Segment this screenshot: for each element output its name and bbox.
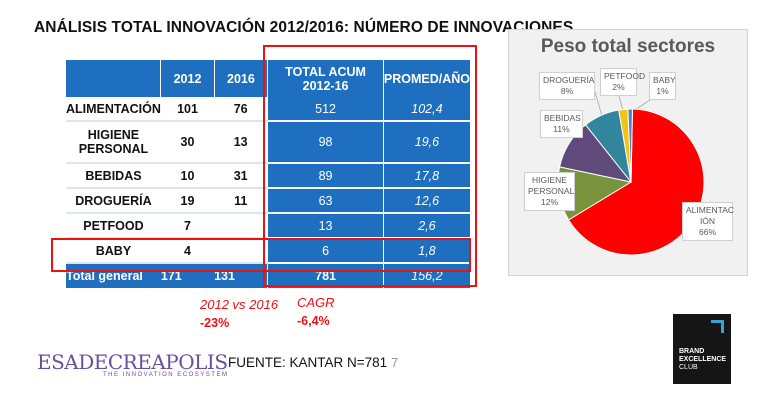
table-row: HIGIENE PERSONAL 30 13 98 19,6 bbox=[66, 121, 470, 164]
brand-line-1: BRAND bbox=[679, 348, 705, 355]
innovation-table: 2012 2016 TOTAL ACUM 2012-16 PROMED/AÑO … bbox=[66, 60, 470, 288]
pie-label-pct: 8% bbox=[560, 86, 574, 96]
total-2012: 171 bbox=[160, 263, 215, 288]
pie-label-pct: 1% bbox=[656, 86, 669, 96]
cell-total: 512 bbox=[267, 97, 384, 122]
header-promed: PROMED/AÑO bbox=[382, 60, 470, 97]
row-label: DROGUERÍA bbox=[66, 188, 161, 214]
cell-2012: 19 bbox=[160, 188, 215, 214]
pie-title: Peso total sectores bbox=[540, 36, 716, 57]
cell-total: 89 bbox=[267, 163, 384, 189]
pie-label-name: BEBIDAS bbox=[544, 113, 581, 123]
brand-line-2: EXCELLENCE bbox=[679, 356, 727, 363]
pie-label-pct: 11% bbox=[553, 124, 570, 134]
comparison-value: -23% bbox=[200, 316, 230, 330]
cell-2016: 11 bbox=[214, 188, 268, 214]
cell-total: 6 bbox=[267, 238, 384, 264]
cell-2016 bbox=[214, 238, 268, 264]
cell-total: 98 bbox=[267, 121, 384, 164]
cell-avg: 19,6 bbox=[382, 121, 470, 164]
comparison-label: 2012 vs 2016 bbox=[200, 297, 279, 312]
pie-slice-baby bbox=[627, 108, 633, 183]
corner-bracket-icon bbox=[711, 320, 724, 333]
pie-label-name: PETFOOD bbox=[604, 71, 646, 81]
table-row: DROGUERÍA 19 11 63 12,6 bbox=[66, 188, 470, 214]
table-row: BABY 4 6 1,8 bbox=[66, 238, 470, 264]
source-note: FUENTE: KANTAR N=781 bbox=[228, 355, 388, 370]
pie-label-name: HIGIENE bbox=[532, 175, 567, 185]
cell-avg: 12,6 bbox=[382, 188, 470, 214]
cell-2012: 101 bbox=[160, 97, 215, 122]
cell-avg: 1,8 bbox=[382, 238, 470, 264]
esade-creapolis-logo: ESADECREAPOLIS THE INNOVATION ECOSYSTEM bbox=[37, 350, 228, 378]
pie-label-petfood: PETFOOD 2% bbox=[600, 68, 646, 96]
logo-tagline: THE INNOVATION ECOSYSTEM bbox=[103, 372, 229, 378]
table-row: ALIMENTACIÓN 101 76 512 102,4 bbox=[66, 97, 470, 122]
cell-avg: 102,4 bbox=[382, 97, 470, 122]
total-2016: 131 bbox=[214, 263, 268, 288]
page-title: ANÁLISIS TOTAL INNOVACIÓN 2012/2016: NÚM… bbox=[34, 19, 574, 36]
cell-total: 63 bbox=[267, 188, 384, 214]
row-label: HIGIENE PERSONAL bbox=[66, 121, 161, 164]
total-acum: 781 bbox=[267, 263, 384, 288]
highlight-box-total-row bbox=[51, 238, 471, 272]
logo-main: ESADECREAPOLIS bbox=[37, 350, 228, 374]
total-avg: 156,2 bbox=[382, 263, 470, 288]
pie-label-pct: 2% bbox=[612, 82, 625, 92]
cell-2012: 4 bbox=[160, 238, 215, 264]
pie-chart bbox=[557, 91, 705, 256]
highlight-box-columns bbox=[263, 45, 477, 287]
table-header-row: 2012 2016 TOTAL ACUM 2012-16 PROMED/AÑO bbox=[66, 60, 470, 97]
table-total-row: Total general 171 131 781 156,2 bbox=[66, 263, 470, 288]
pie-label-alimentacion: ALIMENTAC IÓN 66% bbox=[682, 202, 735, 241]
pie-label-bebidas: BEBIDAS 11% bbox=[540, 110, 583, 138]
pie-label-name: DROGUERÍA bbox=[543, 75, 595, 85]
cell-total: 13 bbox=[267, 213, 384, 239]
table-row: BEBIDAS 10 31 89 17,8 bbox=[66, 163, 470, 189]
cell-2016 bbox=[214, 213, 268, 239]
brand-line-3: CLUB bbox=[679, 364, 698, 371]
cell-2012: 7 bbox=[160, 213, 215, 239]
row-label: BEBIDAS bbox=[66, 163, 161, 189]
table-row: PETFOOD 7 13 2,6 bbox=[66, 213, 470, 239]
cell-2012: 10 bbox=[160, 163, 215, 189]
cell-avg: 2,6 bbox=[382, 213, 470, 239]
pie-label-pct: 66% bbox=[698, 227, 716, 237]
pie-leader-line bbox=[594, 91, 604, 120]
pie-label-name: BABY bbox=[653, 75, 676, 85]
cell-avg: 17,8 bbox=[382, 163, 470, 189]
row-label: ALIMENTACIÓN bbox=[66, 97, 161, 122]
pie-label-drogueria: DROGUERÍA 8% bbox=[539, 72, 595, 100]
row-label: PETFOOD bbox=[66, 213, 161, 239]
pie-label-name-2: PERSONAL bbox=[528, 186, 575, 196]
pie-chart-panel: Peso total sectores DROGUERÍA 8% PETFOOD… bbox=[508, 29, 748, 276]
pie-label-baby: BABY 1% bbox=[649, 72, 676, 100]
cell-2016: 76 bbox=[214, 97, 268, 122]
cagr-label: CAGR bbox=[297, 295, 335, 310]
header-2016: 2016 bbox=[213, 60, 268, 97]
row-label: BABY bbox=[66, 238, 161, 264]
header-empty bbox=[66, 60, 161, 97]
cell-2016: 31 bbox=[214, 163, 268, 189]
cell-2016: 13 bbox=[214, 121, 268, 164]
header-2012: 2012 bbox=[160, 60, 215, 97]
total-label: Total general bbox=[66, 263, 161, 288]
pie-label-higiene: HIGIENE PERSONAL 12% bbox=[524, 172, 575, 211]
cagr-value: -6,4% bbox=[297, 314, 330, 328]
pie-label-name: ALIMENTAC bbox=[686, 205, 735, 215]
page-number: 7 bbox=[391, 355, 399, 370]
header-total-acum: TOTAL ACUM 2012-16 bbox=[267, 60, 384, 97]
cell-2012: 30 bbox=[160, 121, 215, 164]
pie-label-pct: 12% bbox=[540, 197, 558, 207]
pie-label-name-2: IÓN bbox=[699, 216, 716, 226]
brand-excellence-club-logo: BRAND EXCELLENCE CLUB bbox=[673, 314, 731, 384]
